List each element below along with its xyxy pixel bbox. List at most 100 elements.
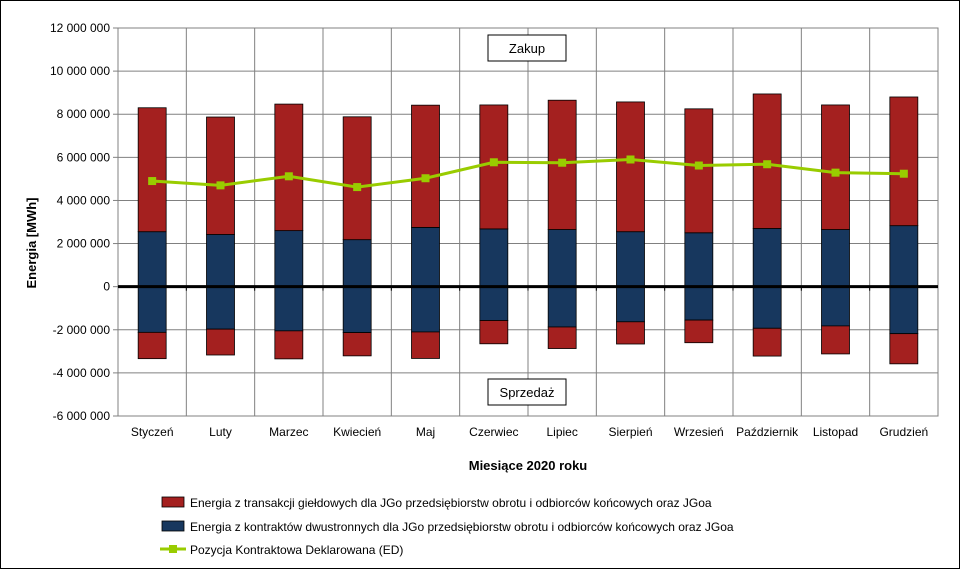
- y-tick-label: 10 000 000: [50, 64, 110, 78]
- svg-text:Zakup: Zakup: [509, 41, 545, 56]
- ed-point: [558, 158, 567, 167]
- x-tick-label: Luty: [209, 425, 232, 439]
- ed-point: [353, 183, 362, 192]
- gridlines: [113, 27, 938, 417]
- legend-item-ed: Pozycja Kontraktowa Deklarowana (ED): [160, 543, 403, 557]
- ed-point: [763, 160, 772, 169]
- legend: Energia z transakcji giełdowych dla JGo …: [160, 496, 734, 557]
- ed-point: [421, 174, 430, 183]
- zero-line: [118, 285, 938, 291]
- bar-gieldowe-zakup: [616, 101, 645, 233]
- bar-gieldowe-zakup: [342, 116, 372, 241]
- svg-text:Sprzedaż: Sprzedaż: [500, 385, 555, 400]
- x-tick-label: Sierpień: [608, 425, 652, 439]
- ed-point: [694, 161, 703, 170]
- bar-gieldowe-zakup: [479, 104, 509, 230]
- legend-label-dwustronne: Energia z kontraktów dwustronnych dla JG…: [190, 520, 734, 534]
- bar-dwustronne-zakup: [206, 234, 235, 288]
- legend-label-gieldowe: Energia z transakcji giełdowych dla JGo …: [190, 496, 712, 510]
- bar-dwustronne-sprzedaz: [479, 286, 509, 321]
- y-tick-label: -2 000 000: [53, 323, 111, 337]
- bar-gieldowe-zakup: [411, 104, 440, 228]
- bar-dwustronne-zakup: [547, 229, 577, 288]
- x-tick-labels: Styczeń Luty Marzec Kwiecień Maj Czerwiec Lipi…: [131, 425, 928, 439]
- bar-gieldowe-sprzedaz: [684, 319, 714, 344]
- bar-gieldowe-zakup: [274, 103, 304, 232]
- bar-dwustronne-sprzedaz: [821, 286, 850, 327]
- legend-swatch-dwustronne: [161, 520, 185, 532]
- x-tick-label: Październik: [736, 425, 799, 439]
- bar-dwustronne-sprzedaz: [616, 286, 645, 323]
- y-tick-label: -6 000 000: [53, 409, 111, 423]
- bars: [137, 93, 919, 365]
- x-tick-label: Listopad: [813, 425, 858, 439]
- y-tick-label: 12 000 000: [50, 21, 110, 35]
- y-tick-label: 0: [103, 280, 110, 294]
- ed-point: [626, 155, 635, 164]
- bar-dwustronne-sprzedaz: [547, 286, 577, 328]
- bar-dwustronne-sprzedaz: [206, 286, 235, 330]
- bar-gieldowe-sprzedaz: [411, 331, 440, 359]
- bar-dwustronne-zakup: [616, 231, 645, 288]
- bar-gieldowe-sprzedaz: [479, 320, 509, 345]
- ed-point: [899, 169, 908, 178]
- legend-marker-ed: [169, 545, 177, 553]
- bar-dwustronne-sprzedaz: [752, 286, 782, 329]
- bar-dwustronne-zakup: [137, 231, 167, 288]
- y-tick-label: 4 000 000: [57, 193, 111, 207]
- bar-gieldowe-sprzedaz: [616, 321, 645, 345]
- bar-dwustronne-zakup: [752, 228, 782, 288]
- bar-dwustronne-zakup: [342, 239, 372, 288]
- x-tick-label: Lipiec: [546, 425, 577, 439]
- bar-gieldowe-sprzedaz: [274, 330, 304, 360]
- y-tick-label: 2 000 000: [57, 237, 111, 251]
- bar-dwustronne-zakup: [274, 230, 304, 288]
- ed-point: [284, 172, 293, 181]
- ed-line: [148, 155, 908, 192]
- x-tick-label: Czerwiec: [469, 425, 518, 439]
- annotation-sprzedaz: Sprzedaż: [487, 378, 567, 406]
- y-tick-label: -4 000 000: [53, 366, 111, 380]
- legend-label-ed: Pozycja Kontraktowa Deklarowana (ED): [190, 543, 403, 557]
- bar-dwustronne-zakup: [411, 226, 440, 288]
- bar-gieldowe-zakup: [684, 108, 714, 234]
- bar-dwustronne-zakup: [684, 232, 714, 288]
- annotation-zakup: Zakup: [487, 34, 567, 62]
- y-tick-label: 6 000 000: [57, 150, 111, 164]
- bar-gieldowe-zakup: [137, 107, 167, 233]
- x-tick-label: Marzec: [269, 425, 308, 439]
- bar-gieldowe-sprzedaz: [206, 328, 235, 356]
- y-tick-label: 8 000 000: [57, 107, 111, 121]
- legend-item-gieldowe: Energia z transakcji giełdowych dla JGo …: [161, 496, 712, 510]
- bar-gieldowe-zakup: [206, 116, 235, 235]
- bar-dwustronne-sprzedaz: [137, 286, 167, 333]
- bar-dwustronne-zakup: [889, 225, 919, 288]
- ed-point: [148, 177, 157, 186]
- bar-gieldowe-zakup: [821, 104, 850, 230]
- x-tick-label: Maj: [416, 425, 435, 439]
- legend-item-dwustronne: Energia z kontraktów dwustronnych dla JG…: [161, 520, 734, 534]
- ed-line-path: [152, 157, 904, 189]
- bar-dwustronne-sprzedaz: [342, 286, 372, 333]
- y-axis-title: Energia [MWh]: [24, 198, 39, 289]
- y-tick-labels: 12 000 000 10 000 000 8 000 000 6 000 000 4 …: [50, 21, 110, 423]
- bar-gieldowe-zakup: [889, 96, 919, 227]
- bar-gieldowe-sprzedaz: [547, 326, 577, 349]
- x-axis-title: Miesiące 2020 roku: [469, 458, 588, 473]
- ed-point: [216, 181, 225, 190]
- bar-gieldowe-sprzedaz: [137, 331, 167, 360]
- bar-gieldowe-sprzedaz: [342, 332, 372, 357]
- bar-gieldowe-sprzedaz: [889, 333, 919, 365]
- bar-dwustronne-sprzedaz: [889, 286, 919, 335]
- x-tick-label: Kwiecień: [333, 425, 381, 439]
- legend-swatch-gieldowe: [161, 496, 185, 508]
- ed-point: [831, 168, 840, 177]
- x-tick-label: Wrzesień: [674, 425, 724, 439]
- x-tick-label: Grudzień: [879, 425, 928, 439]
- bar-gieldowe-sprzedaz: [821, 325, 850, 355]
- bar-dwustronne-sprzedaz: [411, 286, 440, 333]
- bar-dwustronne-sprzedaz: [274, 286, 304, 332]
- bar-dwustronne-sprzedaz: [684, 286, 714, 321]
- ed-point: [489, 158, 498, 167]
